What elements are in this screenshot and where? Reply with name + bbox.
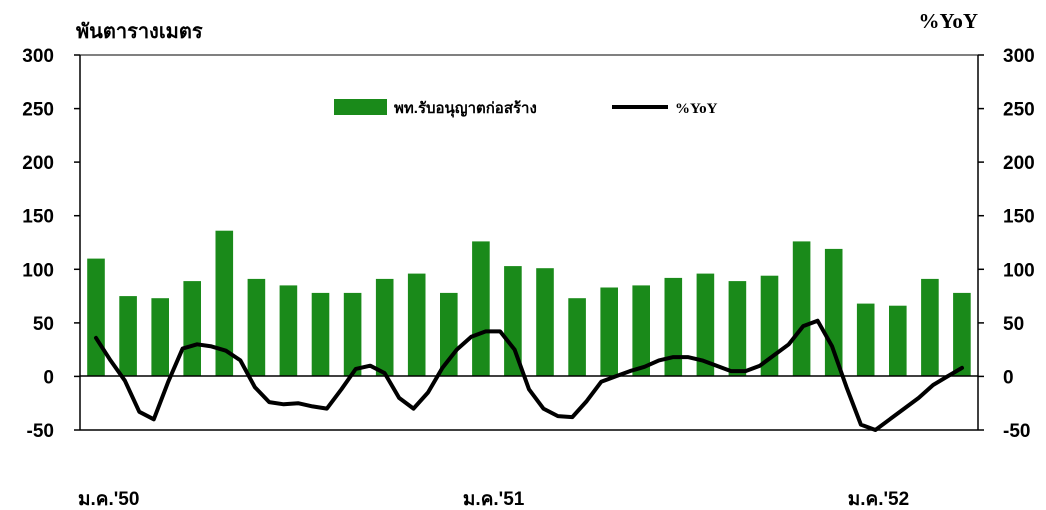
- bar-10: [375, 278, 394, 377]
- x-label-1: ม.ค.'50: [78, 489, 139, 510]
- left-tick-label-8: -50: [27, 421, 54, 442]
- bar-13: [472, 241, 490, 377]
- bar-4: [183, 281, 201, 377]
- x-label-3: ม.ค.'52: [848, 489, 909, 510]
- bar-2: [119, 296, 137, 377]
- left-tick-label-6: 50: [33, 314, 54, 335]
- bar-19: [664, 277, 683, 377]
- bar-14: [504, 266, 522, 377]
- left-unit-label: พันตารางเมตร: [76, 21, 203, 43]
- bar-18: [632, 285, 650, 377]
- right-tick-label-5: 100: [1003, 260, 1035, 281]
- bar-17: [600, 287, 618, 377]
- bar-5: [215, 230, 234, 377]
- bar-20: [696, 273, 715, 377]
- bar-1: [87, 258, 105, 377]
- x-axis-labels: ม.ค.'50 ม.ค.'51 ม.ค.'52: [78, 489, 909, 510]
- bar-15: [536, 268, 554, 377]
- right-ticks: 300 250 200 150 100 50 0 -50: [978, 46, 1035, 442]
- bar-11: [407, 273, 426, 377]
- right-tick-label-1: 300: [1003, 46, 1035, 67]
- bar-3: [151, 298, 169, 377]
- left-tick-label-2: 250: [22, 100, 54, 121]
- bar-16: [568, 298, 586, 377]
- yoy-line: [94, 318, 964, 432]
- bar-22: [760, 275, 779, 377]
- bar-series: [87, 230, 971, 377]
- bar-27: [921, 278, 939, 377]
- bar-12: [440, 292, 458, 377]
- bar-26: [889, 305, 907, 377]
- right-tick-label-8: -50: [1003, 421, 1030, 442]
- right-tick-label-6: 50: [1003, 314, 1024, 335]
- right-tick-label-3: 200: [1003, 153, 1035, 174]
- bar-8: [311, 292, 330, 377]
- legend-bar-swatch: [334, 99, 387, 115]
- legend-bar-label: พท.รับอนุญาตก่อสร้าง: [394, 100, 537, 118]
- right-tick-label-2: 250: [1003, 100, 1035, 121]
- left-tick-label-3: 200: [22, 153, 54, 174]
- bar-9: [343, 292, 362, 377]
- right-tick-label-7: 0: [1003, 367, 1014, 388]
- left-tick-label-1: 300: [22, 46, 54, 67]
- left-tick-label-4: 150: [22, 207, 54, 228]
- bar-28: [953, 292, 971, 377]
- bar-6: [247, 278, 266, 377]
- bar-7: [279, 285, 298, 377]
- right-unit-label: %YoY: [918, 9, 978, 33]
- bar-21: [728, 281, 747, 377]
- left-tick-label-7: 0: [43, 367, 54, 388]
- left-tick-label-5: 100: [22, 260, 54, 281]
- right-tick-label-4: 150: [1003, 207, 1035, 228]
- bar-25: [856, 303, 875, 377]
- bar-23: [792, 241, 811, 377]
- legend: พท.รับอนุญาตก่อสร้าง %YoY: [334, 99, 718, 118]
- bar-24: [824, 248, 843, 377]
- legend-line-label: %YoY: [675, 101, 718, 117]
- left-ticks: 300 250 200 150 100 50 0 -50: [22, 46, 80, 442]
- x-label-2: ม.ค.'51: [463, 489, 525, 510]
